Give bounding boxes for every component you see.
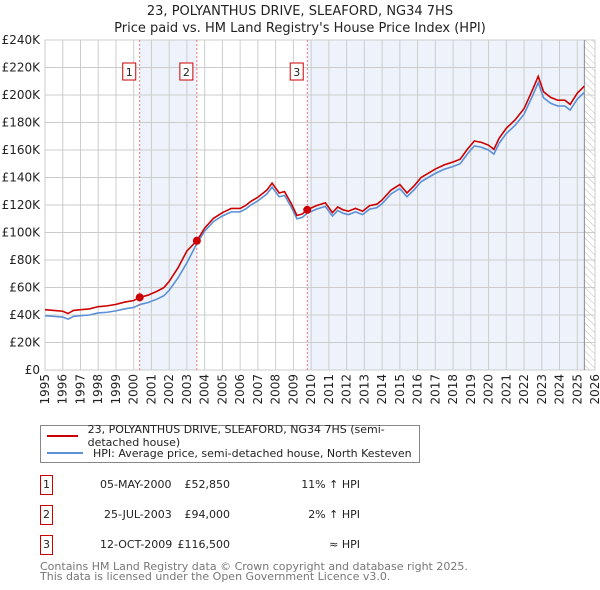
x-tick-label: 2017: [428, 374, 442, 405]
sale-hpi-compare: ≈ HPI: [329, 538, 360, 551]
x-tick-label: 2023: [535, 374, 549, 405]
y-tick-label: £140K: [2, 171, 42, 185]
y-tick-label: £120K: [2, 198, 42, 212]
x-tick-label: 1997: [73, 374, 87, 405]
legend-swatch-property: [47, 435, 78, 437]
sale-price: £116,500: [177, 538, 231, 551]
y-tick-label: £40K: [9, 308, 41, 322]
x-tick-label: 2018: [446, 374, 460, 405]
footer-copyright: Contains HM Land Registry data © Crown c…: [40, 560, 468, 573]
y-tick-label: £20K: [9, 336, 41, 350]
sale-row: 3 12-OCT-2009 £116,500 ≈ HPI: [40, 535, 360, 555]
x-tick-label: 2021: [499, 374, 513, 405]
sale-date: 12-OCT-2009: [100, 538, 173, 551]
x-tick-label: 2006: [233, 374, 247, 405]
sale-hpi-compare: 2% ↑ HPI: [308, 508, 360, 521]
sale-price: £94,000: [184, 508, 231, 521]
legend-item-hpi: HPI: Average price, semi-detached house,…: [47, 445, 412, 461]
x-tick-label: 2011: [322, 374, 336, 405]
sale-date: 25-JUL-2003: [104, 508, 172, 521]
x-tick-label: 1996: [56, 374, 70, 405]
sale-label: 1: [126, 66, 133, 79]
sale-label: 3: [293, 66, 300, 79]
sale-number: 1: [40, 475, 53, 495]
sale-label-box: [122, 62, 137, 81]
x-tick-label: 2015: [393, 374, 407, 405]
x-tick-label: 2002: [162, 374, 176, 405]
sale-hpi-compare: 11% ↑ HPI: [301, 478, 360, 491]
legend-label-property: 23, POLYANTHUS DRIVE, SLEAFORD, NG34 7HS…: [87, 423, 385, 449]
x-tick-label: 2025: [570, 374, 584, 405]
y-tick-label: £100K: [2, 226, 42, 240]
footer-licence: This data is licensed under the Open Gov…: [40, 570, 391, 583]
x-tick-label: 2026: [588, 374, 600, 405]
price-chart: 1995 1996 1997 1998 1999 2000 2001 2002 2003 2004…: [2, 33, 600, 405]
sale-point: [135, 293, 144, 302]
chart-title: 23, POLYANTHUS DRIVE, SLEAFORD, NG34 7HS: [146, 4, 454, 19]
y-tick-label: £180K: [2, 116, 42, 130]
y-tick-label: £220K: [2, 61, 42, 75]
sale-row: 2 25-JUL-2003 £94,000 2% ↑ HPI: [40, 505, 360, 525]
y-tick-label: £80K: [9, 253, 41, 267]
legend: 23, POLYANTHUS DRIVE, SLEAFORD, NG34 7HS…: [40, 423, 420, 463]
x-tick-label: 2024: [553, 374, 567, 405]
x-tick-label: 2016: [411, 374, 425, 405]
x-tick-label: 1999: [109, 374, 123, 405]
legend-item-property: 23, POLYANTHUS DRIVE, SLEAFORD, NG34 7HS…: [47, 423, 419, 449]
sale-row: 1 05-MAY-2000 £52,850 11% ↑ HPI: [40, 475, 360, 495]
sale-label-box: [289, 62, 304, 81]
x-tick-label: 2009: [286, 374, 300, 405]
x-tick-label: 2020: [482, 374, 496, 405]
x-tick-label: 2012: [340, 374, 354, 405]
sale-number: 3: [40, 535, 53, 555]
x-tick-label: 2003: [180, 374, 194, 405]
y-tick-label: £160K: [2, 143, 42, 157]
sale-point: [303, 205, 312, 214]
y-tick-label: £240K: [2, 33, 42, 47]
sale-number: 2: [40, 505, 53, 525]
x-tick-label: 2005: [215, 374, 229, 405]
sale-label-box: [179, 62, 194, 81]
x-tick-label: 2022: [517, 374, 531, 405]
sale-date: 05-MAY-2000: [100, 478, 172, 491]
y-tick-label: £200K: [2, 88, 42, 102]
x-tick-label: 2013: [357, 374, 371, 405]
x-tick-label: 2014: [375, 374, 389, 405]
x-tick-label: 1998: [91, 374, 105, 405]
x-tick-label: 2000: [127, 374, 141, 405]
chart-subtitle: Price paid vs. HM Land Registry's House …: [114, 21, 486, 36]
y-tick-label: £60K: [9, 281, 41, 295]
sale-label: 2: [183, 66, 190, 79]
x-tick-label: 2019: [464, 374, 478, 405]
y-tick-label: £0: [25, 363, 40, 377]
hpi-line: [44, 80, 585, 321]
sale-price: £52,850: [184, 478, 231, 491]
sale-point: [192, 236, 201, 245]
x-tick-label: 2008: [269, 374, 283, 405]
legend-swatch-hpi: [47, 452, 83, 454]
legend-label-hpi: HPI: Average price, semi-detached house,…: [93, 446, 412, 460]
x-tick-label: 1995: [38, 374, 52, 405]
x-tick-label: 2001: [144, 374, 158, 405]
x-tick-label: 2004: [198, 374, 212, 405]
plot-border: [44, 39, 596, 371]
x-tick-label: 2010: [304, 374, 318, 405]
x-tick-label: 2007: [251, 374, 265, 405]
